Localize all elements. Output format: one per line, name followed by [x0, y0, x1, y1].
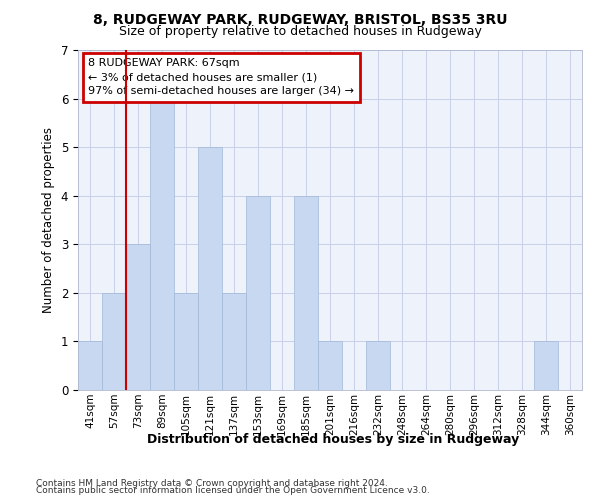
Bar [246, 196, 270, 390]
Bar [198, 147, 222, 390]
Bar [294, 196, 318, 390]
Text: Contains HM Land Registry data © Crown copyright and database right 2024.: Contains HM Land Registry data © Crown c… [36, 478, 388, 488]
Bar [126, 244, 150, 390]
Text: Size of property relative to detached houses in Rudgeway: Size of property relative to detached ho… [119, 25, 481, 38]
Bar [534, 342, 558, 390]
Bar [78, 342, 102, 390]
Bar [174, 293, 198, 390]
Text: Distribution of detached houses by size in Rudgeway: Distribution of detached houses by size … [147, 432, 519, 446]
Y-axis label: Number of detached properties: Number of detached properties [42, 127, 55, 313]
Bar [366, 342, 390, 390]
Bar [222, 293, 246, 390]
Text: 8, RUDGEWAY PARK, RUDGEWAY, BRISTOL, BS35 3RU: 8, RUDGEWAY PARK, RUDGEWAY, BRISTOL, BS3… [93, 12, 507, 26]
Bar [318, 342, 342, 390]
Text: 8 RUDGEWAY PARK: 67sqm
← 3% of detached houses are smaller (1)
97% of semi-detac: 8 RUDGEWAY PARK: 67sqm ← 3% of detached … [88, 58, 354, 96]
Bar [150, 98, 174, 390]
Bar [102, 293, 126, 390]
Text: Contains public sector information licensed under the Open Government Licence v3: Contains public sector information licen… [36, 486, 430, 495]
